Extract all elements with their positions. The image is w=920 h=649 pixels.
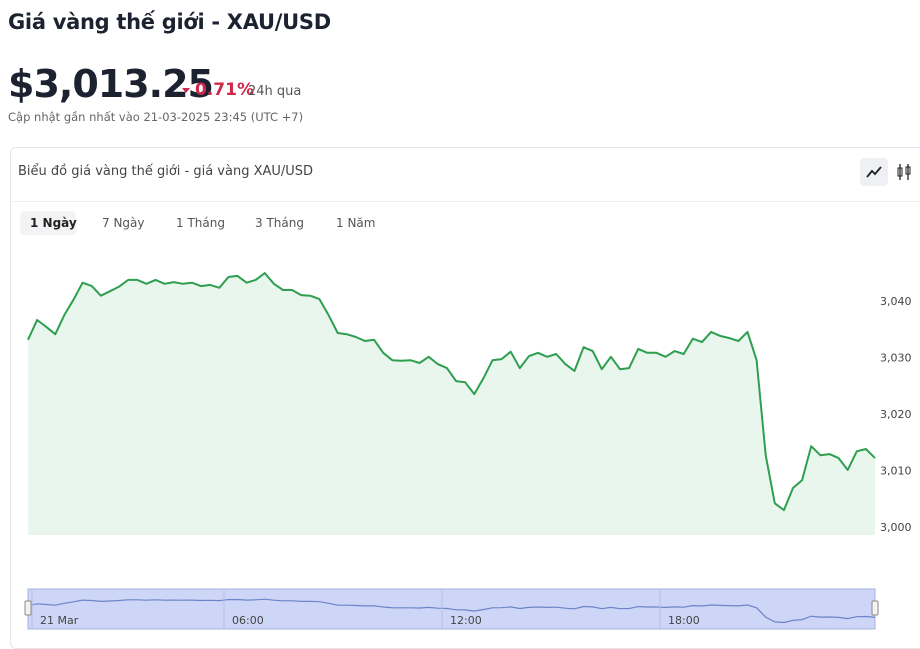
range-tab[interactable]: 7 Ngày	[102, 216, 145, 230]
navigator-handle	[24, 600, 32, 616]
card-title: Biểu đồ giá vàng thế giới - giá vàng XAU…	[18, 164, 314, 179]
range-tab[interactable]: 1 Tháng	[176, 216, 225, 230]
area-fill	[28, 273, 875, 535]
period: 24h qua	[248, 84, 302, 99]
navigator-label: 06:00	[232, 614, 264, 627]
y-tick-label: 3,030	[880, 351, 912, 364]
tab-active-bg	[20, 211, 76, 235]
y-tick-label: 3,010	[880, 465, 912, 478]
title: Giá vàng thế giới - XAU/USD	[8, 10, 331, 34]
range-tab[interactable]: 1 Năm	[336, 216, 376, 230]
updated: Cập nhật gần nhất vào 21-03-2025 23:45 (…	[8, 110, 304, 124]
y-tick-label: 3,020	[880, 408, 912, 421]
y-tick-label: 3,000	[880, 521, 912, 534]
candle-mode-button[interactable]	[893, 160, 915, 184]
navigator-label: 21 Mar	[40, 614, 79, 627]
line-mode-button[interactable]	[860, 158, 888, 186]
y-tick-label: 3,040	[880, 295, 912, 308]
down-arrow	[182, 88, 190, 93]
change: 0.71%	[195, 80, 254, 100]
divider	[10, 201, 920, 202]
navigator-handle	[871, 600, 879, 616]
navigator-label: 12:00	[450, 614, 482, 627]
price-line	[27, 272, 876, 512]
navigator-line	[27, 598, 876, 624]
navigator-label: 18:00	[668, 614, 700, 627]
price: $3,013.25	[8, 62, 214, 106]
range-tab[interactable]: 1 Ngày	[30, 216, 77, 230]
range-tab[interactable]: 3 Tháng	[255, 216, 304, 230]
